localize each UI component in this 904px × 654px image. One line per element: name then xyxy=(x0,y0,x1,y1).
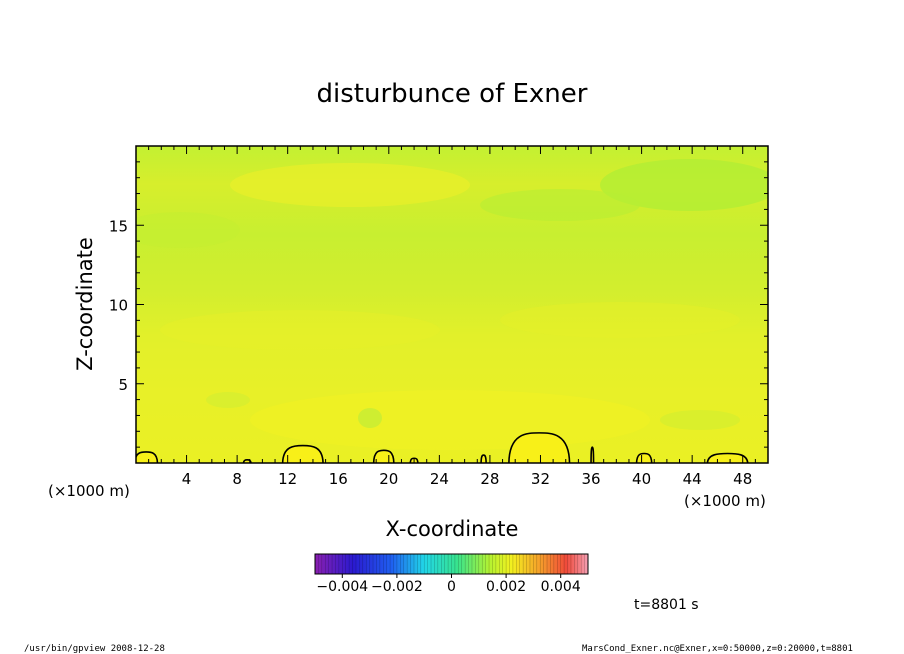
x-unit-right: (×1000 m) xyxy=(684,492,766,510)
colorbar-divisions xyxy=(318,554,585,574)
colorbar-ticks: −0.004 −0.002 0 0.002 0.004 xyxy=(316,574,581,595)
y-tick-label: 15 xyxy=(109,217,128,235)
heatmap-patch xyxy=(660,410,740,430)
x-tick-label: 40 xyxy=(632,470,651,488)
x-tick-label: 8 xyxy=(232,470,242,488)
x-tick-label: 28 xyxy=(480,470,499,488)
colorbar: −0.004 −0.002 0 0.002 0.004 xyxy=(314,553,589,595)
colorbar-tick-label: 0 xyxy=(447,579,456,595)
y-axis: 5 10 15 xyxy=(109,161,768,448)
y-tick-label: 10 xyxy=(109,297,128,315)
heatmap-patch xyxy=(600,159,768,211)
time-label: t=8801 s xyxy=(634,597,699,613)
colorbar-tick-label: −0.002 xyxy=(371,579,423,595)
footer-right: MarsCond_Exner.nc@Exner,x=0:50000,z=0:20… xyxy=(582,644,853,654)
x-tick-label: 48 xyxy=(733,470,752,488)
x-tick-label: 4 xyxy=(182,470,192,488)
heatmap-patch xyxy=(480,189,640,221)
heatmap-patch xyxy=(358,408,382,428)
heatmap-patch xyxy=(160,310,440,350)
x-tick-label: 24 xyxy=(430,470,449,488)
colorbar-tick-label: 0.002 xyxy=(486,579,526,595)
heatmap-patch xyxy=(206,392,250,408)
colorbar-tick-label: −0.004 xyxy=(316,579,368,595)
x-tick-label: 20 xyxy=(379,470,398,488)
heatmap-field xyxy=(136,146,768,463)
x-unit-left: (×1000 m) xyxy=(48,482,130,500)
footer-left: /usr/bin/gpview 2008-12-28 xyxy=(24,644,165,654)
x-tick-label: 12 xyxy=(278,470,297,488)
x-tick-label: 32 xyxy=(531,470,550,488)
x-tick-label: 44 xyxy=(683,470,702,488)
chart-title: disturbunce of Exner xyxy=(317,79,588,109)
heatmap-patch xyxy=(230,163,470,207)
x-tick-label: 36 xyxy=(581,470,600,488)
heatmap-patch xyxy=(136,212,240,248)
y-axis-label: Z-coordinate xyxy=(73,237,97,371)
heatmap-patch xyxy=(250,390,650,450)
zero-contour xyxy=(136,432,749,463)
colorbar-gradient xyxy=(315,554,588,574)
x-tick-label: 16 xyxy=(329,470,348,488)
x-axis-label: X-coordinate xyxy=(386,517,519,541)
colorbar-tick-label: 0.004 xyxy=(541,579,581,595)
x-axis: 4 8 12 16 20 24 28 32 36 40 44 48 xyxy=(148,146,756,488)
y-tick-label: 5 xyxy=(118,376,128,394)
heatmap-patch xyxy=(500,302,740,338)
